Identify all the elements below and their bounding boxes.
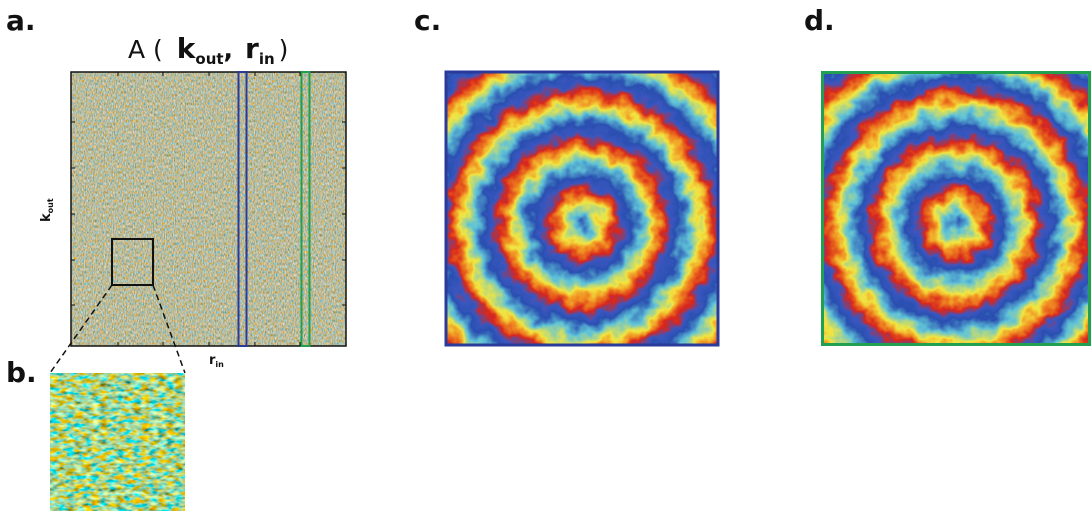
zoom-box <box>111 238 154 286</box>
matrix-image <box>71 72 346 346</box>
frame <box>821 71 1091 346</box>
ticks <box>71 72 346 346</box>
panel-label: b. <box>6 356 37 389</box>
y-axis-label: kout <box>39 198 55 222</box>
panel-label: a. <box>6 4 36 37</box>
frame <box>444 70 720 347</box>
panel-title: A ( kout, rin) <box>128 32 288 68</box>
ring-image <box>821 71 1091 346</box>
panel-label: d. <box>804 4 835 37</box>
zoom-line <box>49 284 113 374</box>
zoom-line <box>152 284 186 374</box>
column-highlight <box>300 71 311 347</box>
matrix-panel: kout rin <box>39 71 347 369</box>
panel-label: c. <box>414 4 441 37</box>
column-highlight <box>237 71 248 347</box>
zoom-image <box>50 373 185 511</box>
ring-image <box>445 71 719 346</box>
x-axis-label: rin <box>209 353 224 369</box>
